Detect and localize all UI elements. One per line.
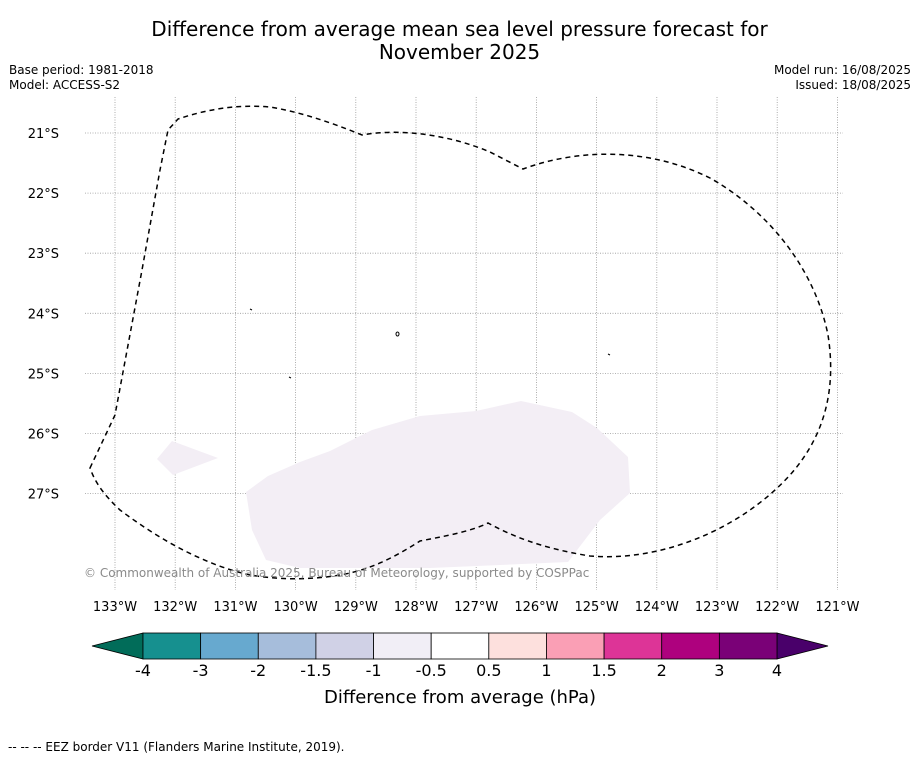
lon-tick-label: 133°W — [93, 600, 137, 615]
anomaly-fill — [157, 401, 630, 568]
lat-tick-label: 27°S — [28, 488, 59, 503]
lon-tick-label: 132°W — [153, 600, 197, 615]
island-marks — [249, 308, 611, 379]
colorbar-segment — [200, 632, 259, 660]
lon-tick-label: 131°W — [213, 600, 257, 615]
meta-left: Base period: 1981-2018 Model: ACCESS-S2 — [9, 63, 154, 93]
eez-border — [89, 105, 832, 580]
colorbar-segment — [315, 632, 374, 660]
lon-tick-label: 130°W — [274, 600, 318, 615]
colorbar-tick-label: -1.5 — [300, 661, 331, 680]
lon-tick-label: 121°W — [815, 600, 859, 615]
colorbar-segment — [603, 632, 663, 660]
colorbar-segment — [142, 632, 202, 660]
colorbar-over-arrow — [776, 632, 829, 660]
model-run: Model run: 16/08/2025 — [773, 63, 911, 77]
latitude-labels: 21°S 22°S 23°S 24°S 25°S 26°S 27°S — [28, 127, 59, 503]
colorbar-segment — [488, 632, 547, 660]
colorbar-segment — [373, 632, 432, 660]
colorbar-tick-label: 0.5 — [476, 661, 501, 680]
colorbar-tick-label: 1 — [541, 661, 551, 680]
eez-footnote: -- -- -- EEZ border V11 (Flanders Marine… — [8, 740, 345, 754]
lat-tick-label: 21°S — [28, 127, 59, 142]
colorbar-tick-label: 3 — [714, 661, 724, 680]
lon-tick-label: 129°W — [334, 600, 378, 615]
colorbar-under-arrow — [91, 632, 144, 660]
lon-tick-label: 127°W — [454, 600, 498, 615]
colorbar: -4 -3 -2 -1.5 -1 -0.5 0.5 1 1.5 2 3 4 — [91, 632, 829, 680]
lat-tick-label: 23°S — [28, 247, 59, 262]
lon-tick-label: 122°W — [755, 600, 799, 615]
base-period: Base period: 1981-2018 — [9, 63, 154, 77]
model-name: Model: ACCESS-S2 — [9, 78, 121, 92]
colorbar-tick-label: 1.5 — [591, 661, 616, 680]
colorbar-tick-label: 2 — [657, 661, 667, 680]
colorbar-tick-label: -2 — [250, 661, 266, 680]
title-line-2: November 2025 — [378, 40, 541, 64]
longitude-labels: 133°W 132°W 131°W 130°W 129°W 128°W 127°W 126°W… — [93, 600, 860, 615]
colorbar-tick-label: -4 — [135, 661, 151, 680]
colorbar-title: Difference from average (hPa) — [324, 687, 596, 708]
colorbar-segment — [257, 632, 317, 660]
lon-tick-label: 126°W — [514, 600, 558, 615]
anomaly-region-main — [246, 401, 630, 568]
issued-date: Issued: 18/08/2025 — [795, 78, 911, 92]
lon-tick-label: 123°W — [695, 600, 739, 615]
colorbar-tick-label: -0.5 — [416, 661, 447, 680]
colorbar-segment — [661, 632, 720, 660]
colorbar-segment — [546, 632, 605, 660]
colorbar-tick-label: -3 — [193, 661, 209, 680]
lon-tick-label: 124°W — [635, 600, 679, 615]
colorbar-tick-label: -1 — [366, 661, 382, 680]
lon-tick-label: 125°W — [575, 600, 619, 615]
copyright-notice: © Commonwealth of Australia 2025, Bureau… — [84, 566, 589, 580]
anomaly-region-southwest — [157, 441, 218, 475]
lat-tick-label: 22°S — [28, 187, 59, 202]
lat-tick-label: 26°S — [28, 428, 59, 443]
lon-tick-label: 128°W — [394, 600, 438, 615]
meta-right: Model run: 16/08/2025 Issued: 18/08/2025 — [774, 63, 911, 93]
title-line-1: Difference from average mean sea level p… — [151, 17, 768, 41]
colorbar-segment — [718, 632, 778, 660]
lat-tick-label: 24°S — [28, 307, 59, 322]
map-title: Difference from average mean sea level p… — [0, 18, 919, 64]
lat-tick-label: 25°S — [28, 367, 59, 382]
colorbar-segment — [430, 632, 490, 660]
colorbar-tick-label: 4 — [772, 661, 782, 680]
